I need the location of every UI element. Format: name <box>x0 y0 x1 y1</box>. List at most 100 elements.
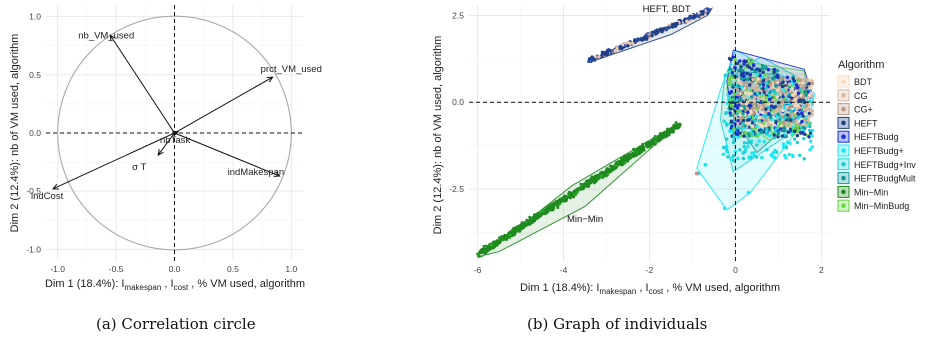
point <box>505 237 509 241</box>
point <box>743 131 748 135</box>
point <box>502 237 506 241</box>
point <box>790 131 794 135</box>
point <box>547 207 551 211</box>
point <box>783 115 787 120</box>
x-tick-label: -6 <box>474 265 482 275</box>
y-tick-label: 0.5 <box>29 70 41 80</box>
point <box>760 63 765 68</box>
x-tick-label: 0 <box>733 265 738 275</box>
point <box>671 23 675 28</box>
point <box>593 175 597 179</box>
point <box>667 25 671 29</box>
point <box>597 55 601 59</box>
point <box>556 205 560 209</box>
point <box>741 122 746 126</box>
point <box>539 212 543 216</box>
legend-label: Min−MinBudg <box>854 201 909 211</box>
point <box>645 34 649 38</box>
vector-label: indCost <box>31 191 64 202</box>
point <box>805 106 810 111</box>
point <box>605 169 609 173</box>
point <box>482 247 486 251</box>
correlation-circle-panel: nb_VM_used prct_VM_used indMakespan indCost… <box>9 5 322 292</box>
legend-marker <box>841 189 846 195</box>
point <box>519 225 523 229</box>
point <box>528 215 532 219</box>
panel-a-x-axis-label-sub2: cost <box>174 283 189 292</box>
point <box>571 191 575 195</box>
point <box>771 155 776 159</box>
point <box>733 57 737 62</box>
point <box>781 128 785 133</box>
point <box>725 150 729 154</box>
vector-arrowhead <box>171 130 180 137</box>
point <box>677 123 681 127</box>
point <box>530 219 534 223</box>
caption-a: (a) Correlation circle <box>96 315 256 333</box>
point <box>618 159 622 163</box>
point <box>779 100 784 104</box>
point <box>773 110 778 114</box>
point <box>810 94 815 98</box>
point <box>790 86 795 91</box>
x-tick-label: -0.5 <box>109 264 124 274</box>
point <box>782 126 787 130</box>
point <box>737 109 741 114</box>
point <box>587 59 591 63</box>
panel-b-annotations: HEFT, BDT Min−Min <box>567 4 691 225</box>
point <box>775 107 779 111</box>
point <box>739 68 743 72</box>
legend-entry: CG <box>837 89 868 102</box>
vector-arrowhead <box>109 34 116 42</box>
panel-b-x-axis-label: Dim 1 (18.4%): Imakespan , Icost , % VM … <box>520 282 780 296</box>
point <box>787 106 791 111</box>
point <box>615 47 619 52</box>
panel-b-ticks: -6 -4 -2 0 2 -2.5 0.0 2.5 <box>449 10 824 275</box>
legend-label: CG <box>854 91 868 101</box>
point <box>638 152 642 156</box>
point <box>783 103 787 107</box>
point <box>772 133 776 137</box>
panel-b-reference-lines <box>469 5 830 262</box>
point <box>753 99 757 104</box>
point <box>739 106 744 111</box>
point <box>810 134 814 138</box>
point <box>796 91 801 96</box>
point <box>764 88 768 92</box>
point <box>801 78 806 82</box>
point <box>782 153 787 158</box>
legend-entry: BDT <box>837 75 873 88</box>
point <box>802 100 807 104</box>
point <box>784 145 789 150</box>
point <box>482 244 486 248</box>
point <box>554 201 558 205</box>
point <box>781 145 786 149</box>
point <box>800 111 804 116</box>
point <box>757 118 762 123</box>
point <box>531 216 535 220</box>
point <box>753 108 757 112</box>
point <box>755 67 759 71</box>
point <box>740 71 745 75</box>
point <box>756 105 760 109</box>
point <box>779 76 783 80</box>
legend-label: CG+ <box>854 105 873 115</box>
point <box>754 114 758 118</box>
point <box>760 66 765 71</box>
point <box>739 65 743 69</box>
point <box>747 57 751 61</box>
point <box>749 109 753 114</box>
point <box>728 129 732 134</box>
point <box>748 88 753 93</box>
panel-a-vectors: nb_VM_used prct_VM_used indMakespan indCost… <box>31 30 322 202</box>
point <box>505 233 509 237</box>
point <box>692 15 697 19</box>
point <box>652 136 656 140</box>
point <box>486 247 490 251</box>
point <box>619 163 623 167</box>
point <box>781 84 785 89</box>
point <box>776 135 780 139</box>
point <box>726 155 730 159</box>
point <box>785 75 790 80</box>
point <box>617 162 621 166</box>
